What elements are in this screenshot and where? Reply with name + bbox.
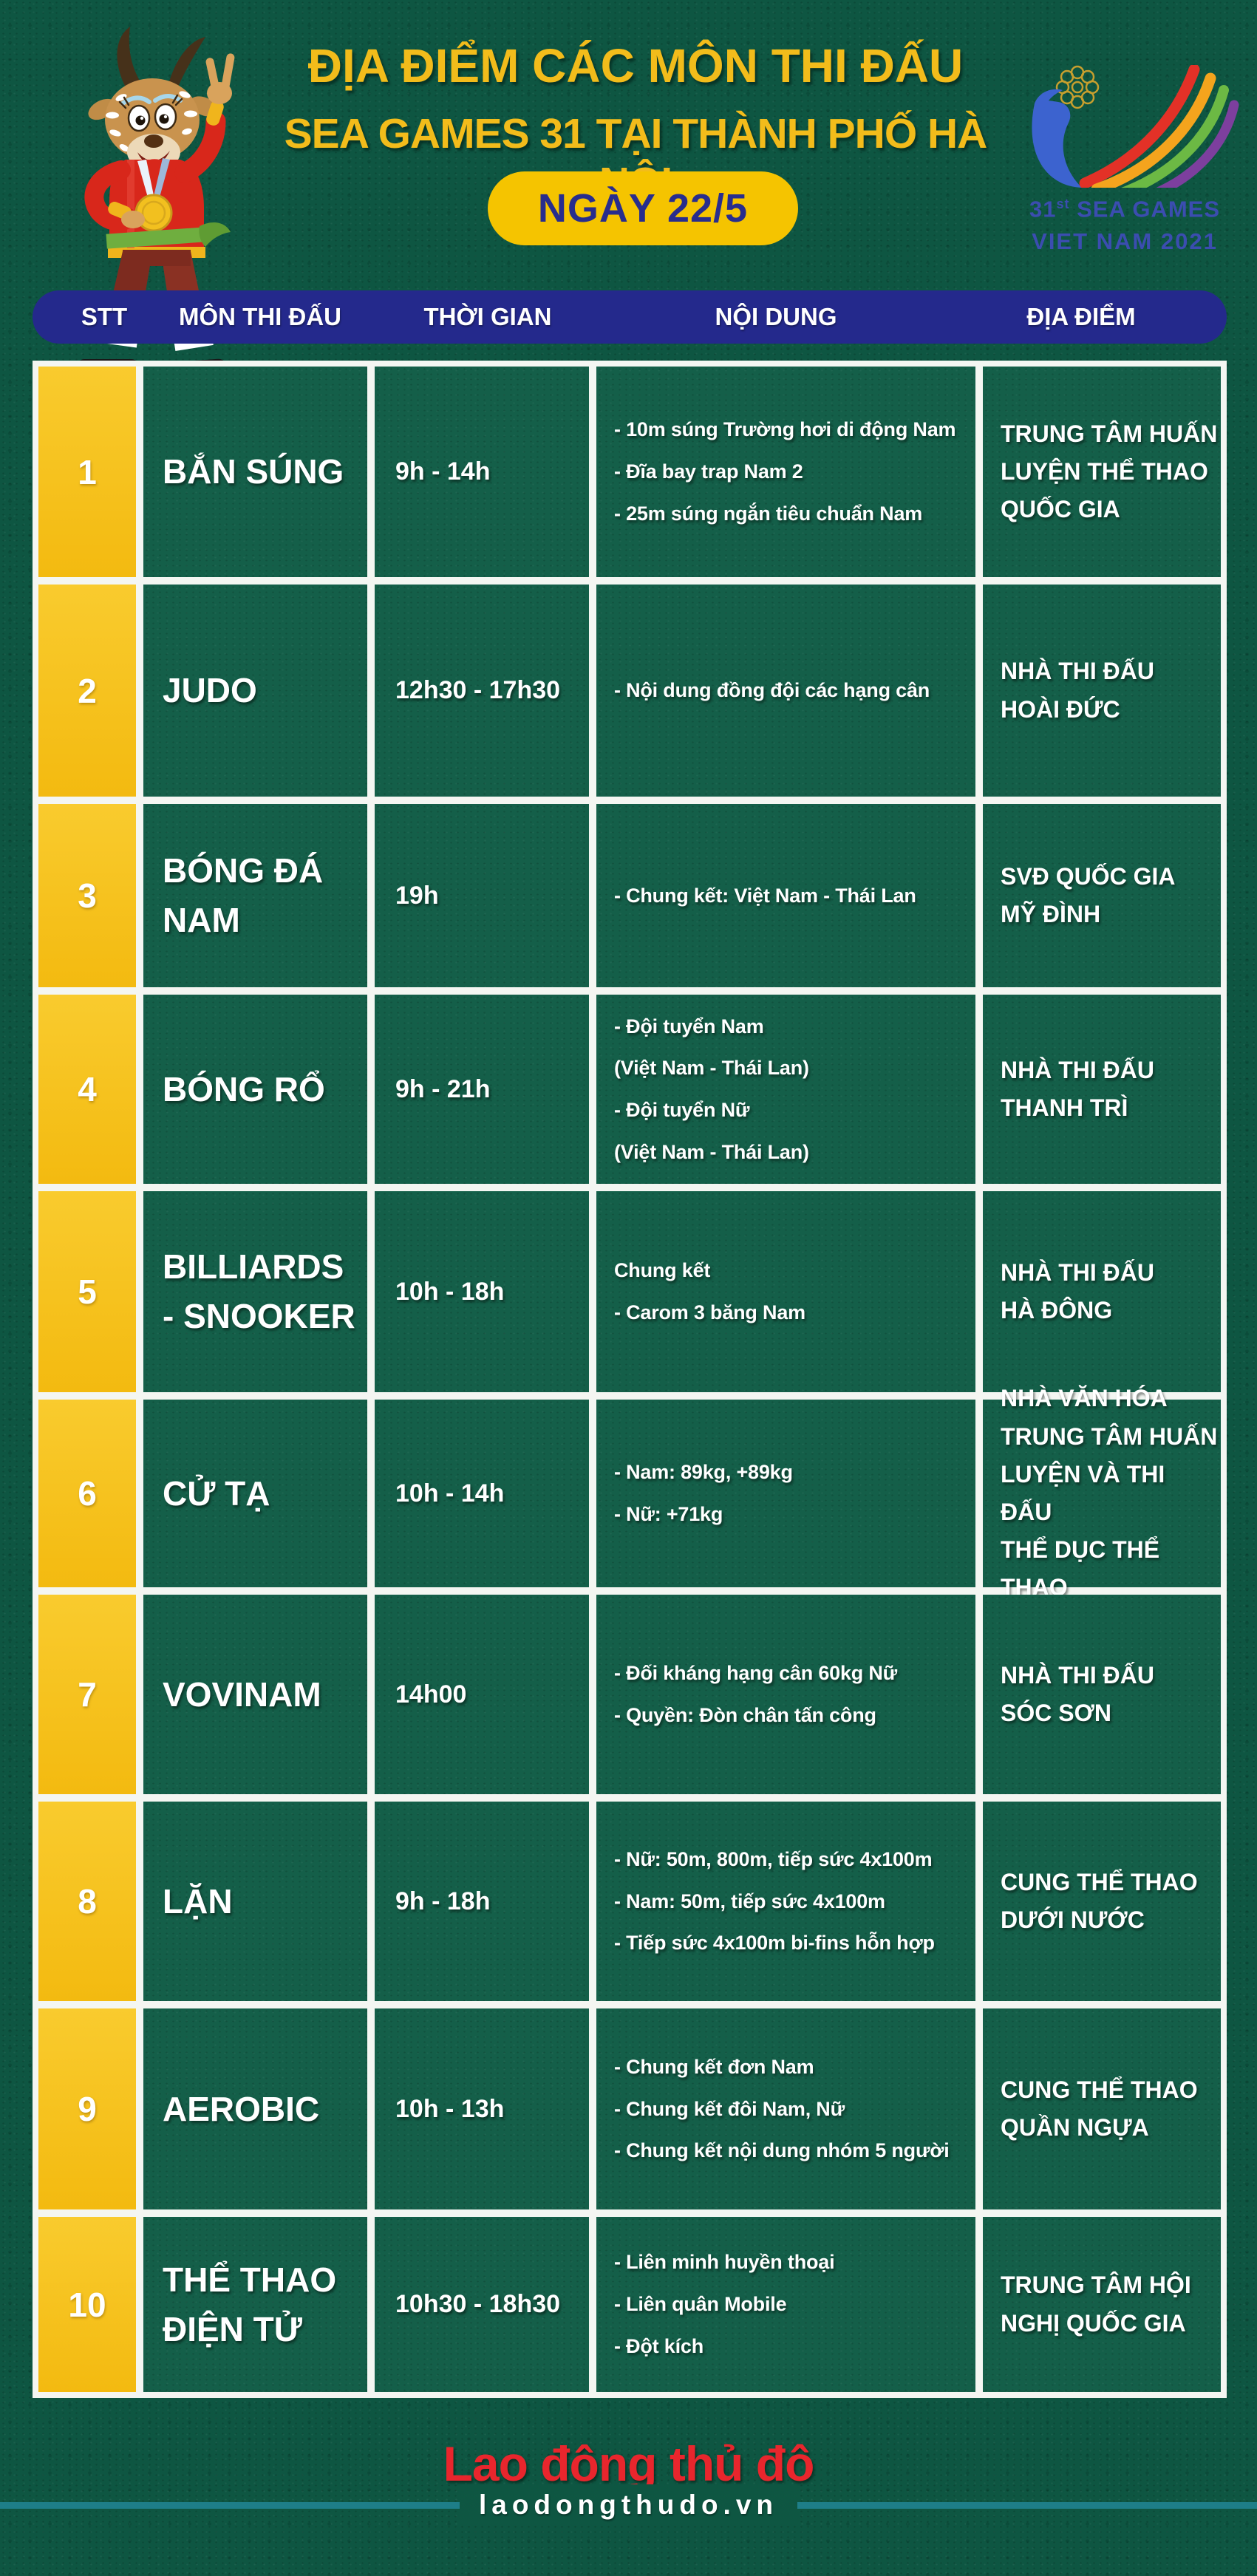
event-content-cell: - Nội dung đồng đội các hạng cân <box>596 585 975 797</box>
sport-name-cell: BÓNG ĐÁ NAM <box>143 804 367 987</box>
row-number-cell: 10 <box>38 2217 136 2392</box>
sport-name-cell: VOVINAM <box>143 1595 367 1794</box>
row-number-cell: 7 <box>38 1595 136 1794</box>
event-content-cell: - Liên minh huyền thoại - Liên quân Mobi… <box>596 2217 975 2392</box>
time-cell: 9h - 14h <box>375 367 589 577</box>
venue-cell: NHÀ THI ĐẤU HOÀI ĐỨC <box>983 585 1221 797</box>
time-cell: 9h - 18h <box>375 1802 589 2001</box>
sport-name-cell: THỂ THAO ĐIỆN TỬ <box>143 2217 367 2392</box>
lotus-flower-icon <box>1055 65 1100 109</box>
column-header-stt: STT <box>81 303 128 330</box>
event-content-cell: - Đội tuyển Nam (Việt Nam - Thái Lan) - … <box>596 995 975 1184</box>
venue-cell: TRUNG TÂM HỘI NGHỊ QUỐC GIA <box>983 2217 1221 2392</box>
newspaper-brand-logo: Lao động thủ đô <box>443 2436 815 2491</box>
event-content-cell: Chung kết - Carom 3 băng Nam <box>596 1191 975 1392</box>
row-number-cell: 1 <box>38 367 136 577</box>
sport-name-cell: CỬ TẠ <box>143 1400 367 1587</box>
column-header-sport: MÔN THI ĐẤU <box>179 303 341 330</box>
row-number-cell: 6 <box>38 1400 136 1587</box>
venue-cell: NHÀ THI ĐẤU HÀ ĐÔNG <box>983 1191 1221 1392</box>
logo-text-line2: VIET NAM 2021 <box>1032 228 1218 255</box>
event-content-cell: - Nữ: 50m, 800m, tiếp sức 4x100m - Nam: … <box>596 1802 975 2001</box>
blue-saola-shape <box>1032 100 1082 188</box>
time-cell: 10h - 18h <box>375 1191 589 1392</box>
event-content-cell: - Chung kết đơn Nam - Chung kết đôi Nam,… <box>596 2008 975 2209</box>
time-cell: 10h - 14h <box>375 1400 589 1587</box>
column-header-time: THỜI GIAN <box>423 303 552 330</box>
row-number-cell: 4 <box>38 995 136 1184</box>
row-number-cell: 2 <box>38 585 136 797</box>
time-cell: 14h00 <box>375 1595 589 1794</box>
venue-cell: SVĐ QUỐC GIA MỸ ĐÌNH <box>983 804 1221 987</box>
venue-cell: NHÀ THI ĐẤU SÓC SƠN <box>983 1595 1221 1794</box>
footer-url-wrap: laodongthudo.vn <box>0 2484 1257 2526</box>
table-header-bar: STT MÔN THI ĐẤU THỜI GIAN NỘI DUNG ĐỊA Đ… <box>33 290 1227 344</box>
sport-name-cell: JUDO <box>143 585 367 797</box>
event-content-cell: - Nam: 89kg, +89kg - Nữ: +71kg <box>596 1400 975 1587</box>
row-number-cell: 3 <box>38 804 136 987</box>
sport-name-cell: BẮN SÚNG <box>143 367 367 577</box>
swoosh-red <box>1079 64 1200 189</box>
venue-cell: CUNG THỂ THAO QUẦN NGỰA <box>983 2008 1221 2209</box>
event-content-cell: - Chung kết: Việt Nam - Thái Lan <box>596 804 975 987</box>
sea-games-logo: 31st SEA GAMES VIET NAM 2021 <box>1009 64 1240 255</box>
schedule-table: 1 BẮN SÚNG 9h - 14h - 10m súng Trường hơ… <box>33 361 1227 2398</box>
column-header-venue: ĐỊA ĐIỂM <box>1026 303 1136 330</box>
sport-name-cell: BÓNG RỔ <box>143 995 367 1184</box>
time-cell: 19h <box>375 804 589 987</box>
logo-text-line1: 31st SEA GAMES <box>1029 196 1220 222</box>
venue-cell: NHÀ VĂN HÓA TRUNG TÂM HUẤN LUYỆN VÀ THI … <box>983 1385 1221 1601</box>
venue-cell: NHÀ THI ĐẤU THANH TRÌ <box>983 995 1221 1184</box>
sport-name-cell: AEROBIC <box>143 2008 367 2209</box>
time-cell: 10h - 13h <box>375 2008 589 2209</box>
time-cell: 9h - 21h <box>375 995 589 1184</box>
sea-games-logo-icon <box>1032 64 1239 208</box>
date-badge: NGÀY 22/5 <box>488 171 798 245</box>
event-content-cell: - 10m súng Trường hơi di động Nam - Đĩa … <box>596 367 975 577</box>
venue-cell: CUNG THỂ THAO DƯỚI NƯỚC <box>983 1802 1221 2001</box>
website-url: laodongthudo.vn <box>459 2484 798 2526</box>
row-number-cell: 9 <box>38 2008 136 2209</box>
page-title-line1: ĐỊA ĐIỂM CÁC MÔN THI ĐẤU <box>307 39 964 92</box>
time-cell: 10h30 - 18h30 <box>375 2217 589 2392</box>
time-cell: 12h30 - 17h30 <box>375 585 589 797</box>
row-number-cell: 8 <box>38 1802 136 2001</box>
swoosh-orange <box>1091 72 1216 195</box>
sport-name-cell: BILLIARDS - SNOOKER <box>143 1191 367 1392</box>
sport-name-cell: LẶN <box>143 1802 367 2001</box>
row-number-cell: 5 <box>38 1191 136 1392</box>
event-content-cell: - Đối kháng hạng cân 60kg Nữ - Quyền: Đò… <box>596 1595 975 1794</box>
column-header-content: NỘI DUNG <box>715 303 837 330</box>
venue-cell: TRUNG TÂM HUẤN LUYỆN THỂ THAO QUỐC GIA <box>983 367 1221 577</box>
